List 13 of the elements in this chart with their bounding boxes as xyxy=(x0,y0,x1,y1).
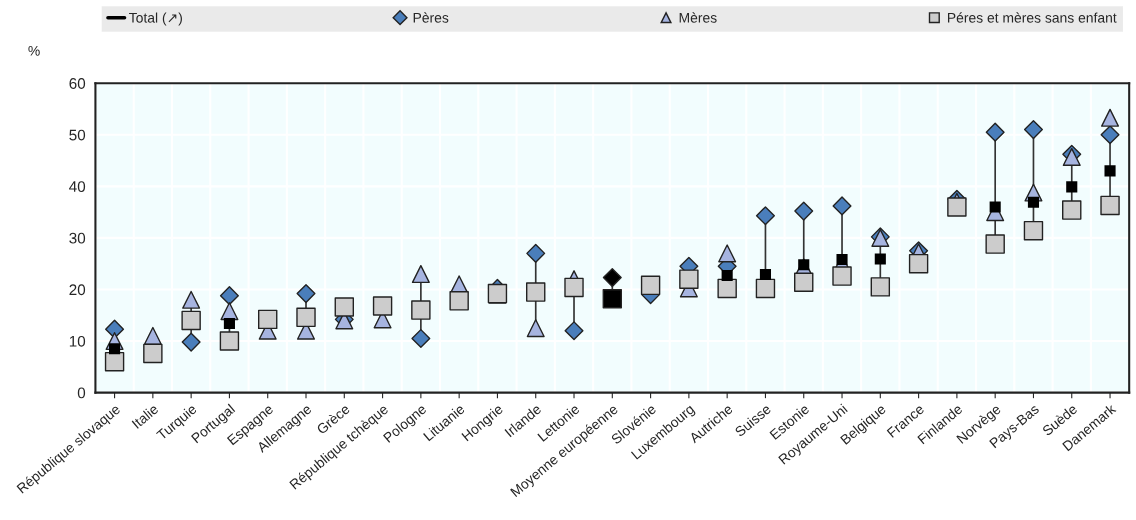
y-axis-title: % xyxy=(28,45,40,56)
y-tick-label: 20 xyxy=(69,284,86,296)
y-tick-label: 40 xyxy=(69,181,86,193)
legend-label: Pères xyxy=(413,12,449,23)
y-tick-label: 0 xyxy=(77,387,86,399)
y-tick-label: 50 xyxy=(69,129,86,141)
legend-label: Péres et mères sans enfant xyxy=(947,12,1117,23)
y-tick-label: 10 xyxy=(69,335,86,347)
legend-label: Mères xyxy=(679,12,717,23)
y-tick-label: 60 xyxy=(69,78,86,89)
y-tick-label: 30 xyxy=(69,232,86,244)
legend-label: Total (↗) xyxy=(129,12,182,26)
x-tick-label: Italie xyxy=(131,403,159,429)
